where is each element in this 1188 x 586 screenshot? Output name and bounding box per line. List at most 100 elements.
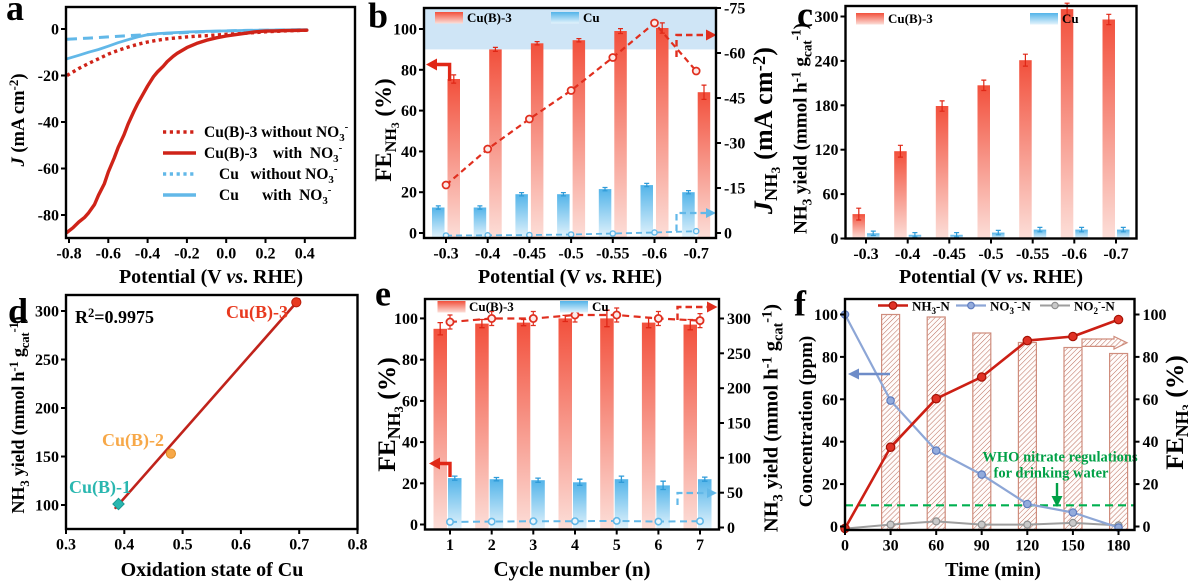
svg-text:100: 100	[1143, 307, 1167, 324]
svg-text:d: d	[8, 291, 28, 331]
svg-text:-0.4: -0.4	[895, 246, 920, 263]
svg-text:150: 150	[35, 449, 59, 466]
svg-text:for drinking water: for drinking water	[994, 466, 1109, 482]
svg-text:Cu with NO3-: Cu with NO3-	[219, 184, 332, 207]
svg-text:6: 6	[654, 537, 662, 554]
svg-text:Cu(B)-3: Cu(B)-3	[888, 11, 933, 26]
svg-text:60: 60	[402, 393, 418, 410]
svg-text:20: 20	[1143, 477, 1159, 494]
svg-text:-0.7: -0.7	[1103, 246, 1128, 263]
svg-text:180: 180	[815, 98, 839, 115]
svg-text:a: a	[6, 0, 24, 28]
svg-text:0: 0	[51, 22, 59, 39]
svg-text:60: 60	[1143, 392, 1159, 409]
svg-text:5: 5	[613, 537, 621, 554]
svg-text:0.7: 0.7	[289, 537, 309, 554]
svg-text:7: 7	[696, 537, 704, 554]
svg-text:0: 0	[831, 231, 839, 248]
svg-text:b: b	[368, 0, 388, 36]
svg-text:Cu(B)-2: Cu(B)-2	[102, 430, 164, 451]
svg-text:c: c	[797, 0, 813, 35]
svg-text:Cu: Cu	[1062, 11, 1079, 26]
svg-text:0.2: 0.2	[256, 246, 276, 263]
svg-text:60: 60	[928, 538, 944, 555]
svg-text:0: 0	[724, 226, 732, 243]
svg-text:-0.45: -0.45	[513, 246, 546, 263]
svg-text:Potential (V vs. RHE): Potential (V vs. RHE)	[478, 266, 662, 288]
svg-text:-80: -80	[38, 208, 59, 225]
svg-text:100: 100	[35, 498, 59, 515]
svg-text:20: 20	[401, 185, 417, 202]
svg-text:0.0: 0.0	[216, 246, 236, 263]
svg-text:WHO nitrate regulations: WHO nitrate regulations	[982, 450, 1138, 466]
svg-text:Time (min): Time (min)	[945, 559, 1041, 581]
svg-text:2: 2	[488, 537, 496, 554]
svg-text:250: 250	[727, 346, 751, 363]
svg-text:120: 120	[1015, 538, 1039, 555]
svg-text:NH3-N: NH3-N	[912, 299, 950, 317]
svg-text:J (mA cm-2): J (mA cm-2)	[6, 74, 29, 168]
svg-text:-45: -45	[724, 91, 745, 108]
svg-text:40: 40	[1143, 434, 1159, 451]
svg-text:-60: -60	[38, 161, 59, 178]
svg-text:-0.4: -0.4	[475, 246, 500, 263]
svg-text:0: 0	[841, 538, 849, 555]
svg-text:0.4: 0.4	[114, 537, 134, 554]
svg-text:Cycle number (n): Cycle number (n)	[493, 557, 650, 581]
svg-text:0.5: 0.5	[173, 537, 193, 554]
svg-text:e: e	[375, 274, 391, 314]
svg-text:-0.2: -0.2	[174, 246, 199, 263]
svg-text:Cu: Cu	[583, 10, 600, 25]
svg-text:4: 4	[571, 537, 579, 554]
svg-text:40: 40	[401, 144, 417, 161]
svg-text:-0.55: -0.55	[596, 246, 629, 263]
svg-text:-15: -15	[724, 181, 745, 198]
svg-text:-0.6: -0.6	[96, 246, 121, 263]
svg-text:NO3--N: NO3--N	[990, 297, 1031, 316]
svg-text:Cu: Cu	[592, 299, 609, 314]
svg-text:20: 20	[402, 476, 418, 493]
svg-text:90: 90	[974, 538, 990, 555]
svg-text:80: 80	[1143, 349, 1159, 366]
svg-text:-0.6: -0.6	[642, 246, 667, 263]
svg-text:150: 150	[727, 415, 751, 432]
svg-text:20: 20	[822, 477, 838, 494]
svg-text:f: f	[794, 284, 807, 324]
svg-text:-0.55: -0.55	[1016, 246, 1049, 263]
svg-text:0: 0	[409, 226, 417, 243]
svg-text:Cu(B)-1: Cu(B)-1	[69, 477, 131, 498]
svg-text:0: 0	[727, 520, 735, 537]
svg-text:NH3 yield (mmol h-1 gcat-1): NH3 yield (mmol h-1 gcat-1)	[7, 316, 32, 513]
svg-text:NO2--N: NO2--N	[1074, 297, 1115, 316]
svg-text:0.8: 0.8	[348, 537, 368, 554]
svg-text:0: 0	[830, 519, 838, 536]
svg-text:0: 0	[410, 517, 418, 534]
svg-text:NH3 yield (mmol h-1 gcat-1): NH3 yield (mmol h-1 gcat-1)	[789, 23, 815, 234]
svg-text:300: 300	[727, 311, 751, 328]
svg-text:Cu without NO3-: Cu without NO3-	[219, 163, 338, 186]
svg-text:0: 0	[1143, 519, 1151, 536]
svg-text:-40: -40	[38, 115, 59, 132]
svg-text:250: 250	[35, 352, 59, 369]
svg-text:-0.5: -0.5	[558, 246, 583, 263]
svg-text:150: 150	[1061, 538, 1085, 555]
svg-text:NH3 yield (mmol h-1 gcat-1): NH3 yield (mmol h-1 gcat-1)	[760, 304, 787, 532]
svg-text:-0.8: -0.8	[56, 246, 81, 263]
svg-text:-0.3: -0.3	[433, 246, 458, 263]
svg-text:Oxidation state of Cu: Oxidation state of Cu	[121, 559, 304, 581]
svg-text:60: 60	[823, 187, 839, 204]
svg-text:40: 40	[822, 434, 838, 451]
svg-text:-0.3: -0.3	[853, 246, 878, 263]
svg-text:40: 40	[402, 435, 418, 452]
svg-text:0.4: 0.4	[295, 246, 315, 263]
svg-text:240: 240	[815, 53, 839, 70]
svg-text:3: 3	[529, 537, 537, 554]
svg-text:Cu(B)-3: Cu(B)-3	[469, 299, 514, 314]
svg-text:1: 1	[446, 537, 454, 554]
svg-text:Potential (V vs. RHE): Potential (V vs. RHE)	[119, 266, 303, 288]
svg-text:-0.7: -0.7	[684, 246, 709, 263]
svg-text:-0.45: -0.45	[933, 246, 966, 263]
svg-text:300: 300	[815, 9, 839, 26]
svg-text:30: 30	[883, 538, 899, 555]
svg-text:-0.4: -0.4	[135, 246, 160, 263]
